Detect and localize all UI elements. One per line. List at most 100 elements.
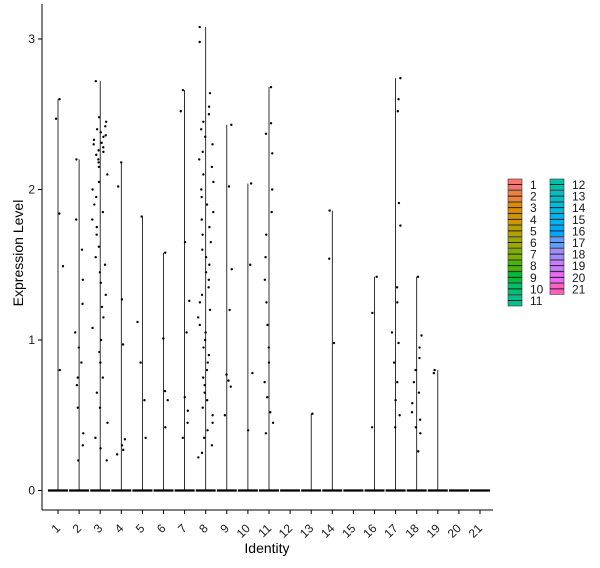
point-17-12 <box>398 414 401 417</box>
legend-item-7: 7 <box>507 248 537 262</box>
point-zero-13-3 <box>311 489 314 492</box>
point-4-6 <box>122 448 125 452</box>
point-zero-16-5 <box>364 489 367 492</box>
point-11-9 <box>265 301 268 304</box>
point-5-3 <box>143 399 146 402</box>
point-3-38 <box>99 361 102 364</box>
point-3-19 <box>97 180 101 184</box>
point-zero-2-8 <box>77 489 80 492</box>
point-zero-4-1 <box>112 489 115 492</box>
legend-label-8: 8 <box>530 259 537 273</box>
point-11-7 <box>264 256 267 259</box>
point-6-2 <box>163 389 167 393</box>
point-zero-4-8 <box>125 489 128 492</box>
point-3-33 <box>100 305 104 309</box>
point-3-2 <box>104 120 108 123</box>
point-17-5 <box>395 286 399 289</box>
point-11-12 <box>267 361 271 364</box>
point-2-4 <box>81 302 84 306</box>
point-9-6 <box>229 385 232 388</box>
point-8-19 <box>208 225 211 229</box>
point-4-5 <box>120 444 124 447</box>
point-zero-7-5 <box>174 489 177 492</box>
point-10-0 <box>249 182 253 185</box>
legend-label-18: 18 <box>572 248 586 262</box>
point-18-0 <box>416 275 420 278</box>
point-2-1 <box>74 218 78 221</box>
point-zero-5-1 <box>150 489 153 492</box>
point-zero-10-8 <box>253 489 256 492</box>
point-1-4 <box>58 368 61 372</box>
point-zero-6-0 <box>155 489 158 492</box>
point-10-1 <box>248 263 252 266</box>
legend-label-1: 1 <box>530 178 537 192</box>
point-3-31 <box>99 281 103 285</box>
point-8-25 <box>204 271 208 274</box>
point-8-22 <box>201 248 204 251</box>
point-zero-19-0 <box>432 489 435 492</box>
point-3-5 <box>99 131 102 134</box>
point-11-1 <box>269 122 273 125</box>
point-9-4 <box>225 373 228 376</box>
point-7-6 <box>186 409 190 412</box>
point-7-3 <box>188 299 191 303</box>
point-zero-6-9 <box>157 489 160 492</box>
point-zero-3-1 <box>90 489 93 492</box>
point-zero-17-7 <box>386 489 389 492</box>
legend-label-20: 20 <box>572 271 586 285</box>
point-zero-16-4 <box>370 489 373 492</box>
point-11-0 <box>269 85 273 89</box>
violin-group-11 <box>259 87 279 492</box>
point-8-11 <box>210 165 214 169</box>
point-8-21 <box>209 240 212 244</box>
point-zero-7-6 <box>185 489 188 492</box>
point-zero-1-9 <box>58 489 61 492</box>
point-3-44 <box>99 447 102 450</box>
point-8-31 <box>196 316 200 319</box>
legend-label-21: 21 <box>572 282 586 296</box>
point-zero-6-1 <box>163 489 166 492</box>
point-zero-19-4 <box>444 489 447 492</box>
y-axis-title: Expression Level <box>10 200 26 307</box>
point-9-2 <box>230 268 233 271</box>
point-6-1 <box>162 337 165 340</box>
point-zero-11-6 <box>261 489 264 492</box>
violin-group-5 <box>132 216 153 492</box>
point-3-32 <box>104 293 107 297</box>
violin-group-19 <box>427 370 448 492</box>
point-zero-4-9 <box>118 489 121 492</box>
point-zero-7-9 <box>176 489 179 492</box>
x-axis-title: Identity <box>244 540 289 556</box>
point-8-49 <box>200 451 204 455</box>
x-tick-label-10: 10 <box>234 521 254 541</box>
point-zero-17-9 <box>393 489 396 492</box>
violin-group-10 <box>237 183 258 492</box>
legend-label-3: 3 <box>530 201 537 215</box>
legend-item-19: 19 <box>549 259 586 273</box>
point-3-41 <box>98 406 102 409</box>
point-zero-2-3 <box>71 489 74 492</box>
legend-item-17: 17 <box>549 236 586 250</box>
point-zero-9-8 <box>228 489 231 492</box>
point-2-0 <box>75 158 78 161</box>
point-zero-10-7 <box>243 489 246 492</box>
point-zero-16-9 <box>375 489 378 492</box>
point-zero-11-8 <box>266 489 269 492</box>
legend-item-10: 10 <box>507 282 544 296</box>
point-18-9 <box>418 418 422 421</box>
point-3-28 <box>94 256 97 259</box>
point-zero-18-4 <box>416 489 419 492</box>
point-3-26 <box>95 233 98 236</box>
x-tick-label-6: 6 <box>154 521 169 536</box>
point-5-0 <box>140 215 143 218</box>
point-zero-16-6 <box>366 489 369 492</box>
point-8-4 <box>207 113 211 116</box>
point-11-6 <box>265 233 268 236</box>
point-7-5 <box>183 395 186 399</box>
point-zero-3-7 <box>95 489 98 492</box>
point-zero-16-7 <box>382 489 385 492</box>
point-17-6 <box>396 301 399 304</box>
legend-label-13: 13 <box>572 190 586 204</box>
point-zero-9-5 <box>233 489 236 492</box>
